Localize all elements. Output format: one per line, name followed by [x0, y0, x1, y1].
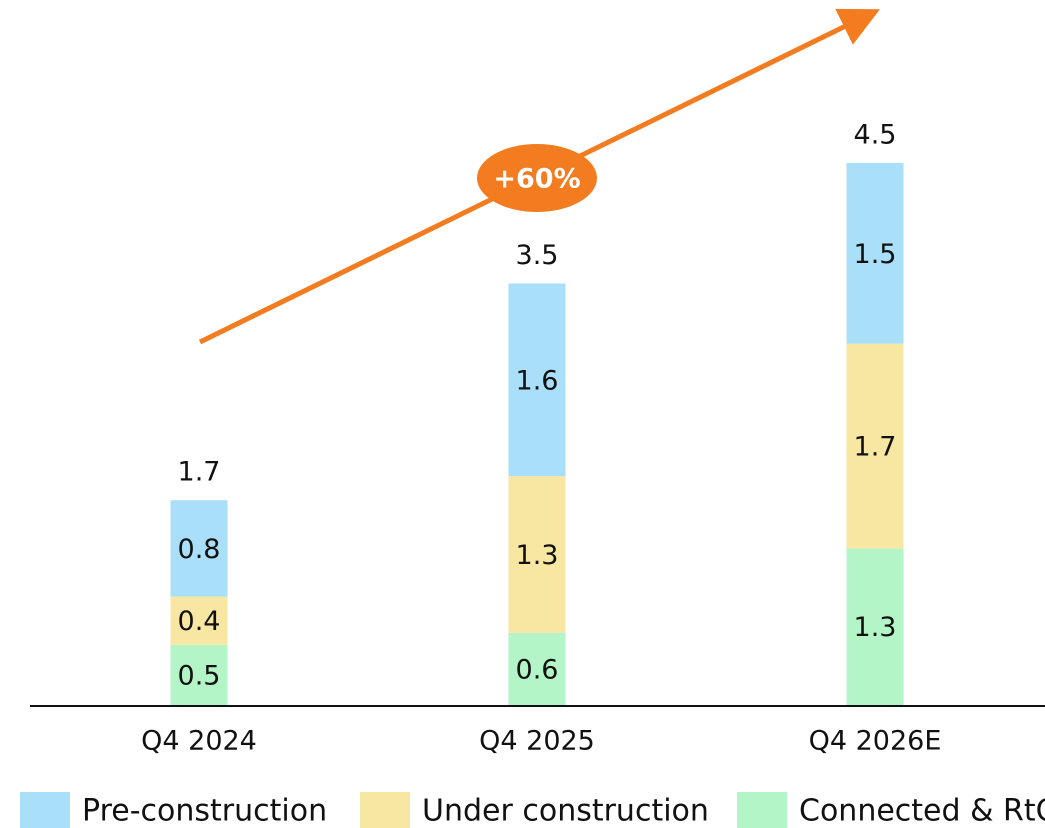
- bar-segment: [170, 596, 228, 645]
- segment-label: 1.3: [516, 540, 559, 571]
- bar-segment: [846, 343, 904, 549]
- total-label: 4.5: [854, 120, 897, 151]
- total-label: 3.5: [516, 240, 559, 271]
- x-tick-label: Q4 2025: [479, 726, 595, 757]
- bar-segment: [846, 163, 904, 344]
- segment-label: 1.7: [854, 432, 897, 463]
- legend-label: Connected & RtO: [799, 794, 1045, 828]
- segment-label: 1.5: [854, 239, 897, 270]
- x-tick-label: Q4 2026E: [809, 726, 942, 757]
- segment-label: 0.6: [516, 654, 559, 685]
- bar-segment: [508, 632, 566, 705]
- bar-segment: [508, 283, 566, 477]
- segment-label: 1.3: [854, 612, 897, 643]
- bar-segment: [170, 500, 228, 597]
- bar-segment: [846, 548, 904, 705]
- segment-label: 0.8: [178, 534, 221, 565]
- legend-swatch: [360, 792, 410, 828]
- bar-segment: [170, 644, 228, 705]
- annotation-badge: [477, 144, 597, 212]
- segment-label: 1.6: [516, 365, 559, 396]
- legend-label: Under construction: [422, 794, 709, 828]
- annotation: +60%: [493, 164, 580, 195]
- total-label: 1.7: [178, 457, 221, 488]
- x-tick-label: Q4 2024: [141, 726, 257, 757]
- segment-label: 0.5: [178, 660, 221, 691]
- legend-swatch: [20, 792, 70, 828]
- segment-label: 0.4: [178, 606, 221, 637]
- bar-segment: [508, 476, 566, 633]
- legend-label: Pre-construction: [82, 794, 327, 828]
- legend-swatch: [737, 792, 787, 828]
